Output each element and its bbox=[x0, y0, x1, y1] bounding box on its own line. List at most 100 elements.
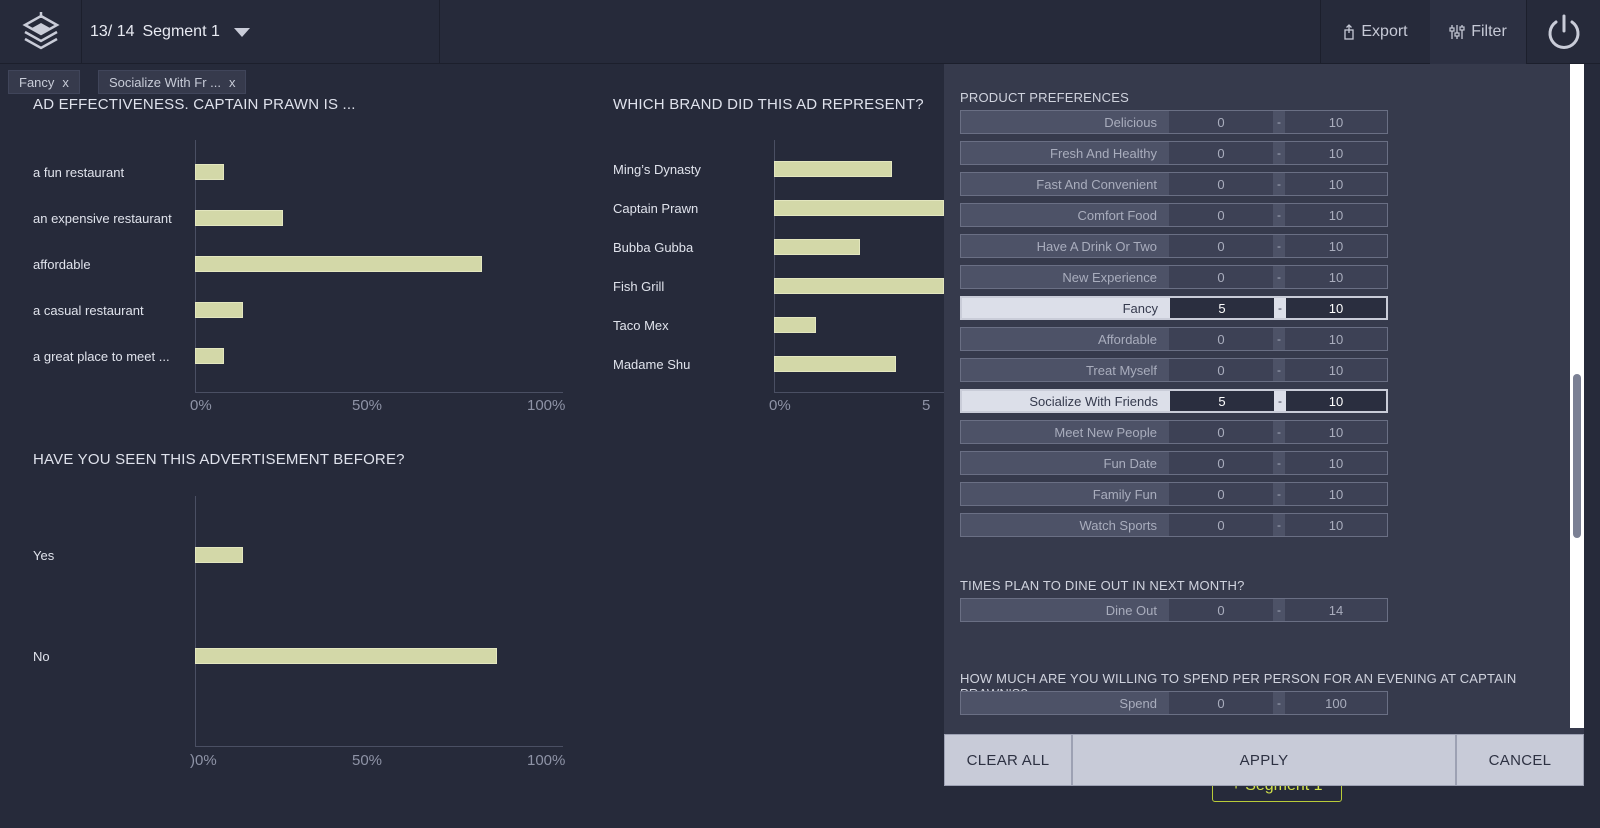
filter-max-input[interactable]: 10 bbox=[1285, 483, 1387, 505]
filter-min-input[interactable]: 0 bbox=[1169, 204, 1273, 226]
filter-row[interactable]: New Experience 0-10 bbox=[960, 265, 1388, 289]
filter-max-input[interactable]: 10 bbox=[1285, 421, 1387, 443]
segment-selector[interactable]: 13/ 14 Segment 1 bbox=[82, 0, 440, 64]
filter-max-input[interactable]: 10 bbox=[1285, 204, 1387, 226]
filter-min-input[interactable]: 5 bbox=[1170, 298, 1274, 318]
bar[interactable] bbox=[195, 648, 497, 664]
filter-row[interactable]: Have A Drink Or Two 0-10 bbox=[960, 234, 1388, 258]
filter-max-input[interactable]: 10 bbox=[1285, 111, 1387, 133]
filter-min-input[interactable]: 0 bbox=[1169, 483, 1273, 505]
bar[interactable] bbox=[774, 278, 944, 294]
chip-label: Socialize With Fr ... bbox=[109, 74, 221, 90]
app-logo[interactable] bbox=[0, 0, 82, 64]
close-icon[interactable]: x bbox=[228, 74, 236, 90]
filter-row-label: Spend bbox=[961, 692, 1169, 714]
filter-max-input[interactable]: 10 bbox=[1285, 173, 1387, 195]
filter-row-label: Delicious bbox=[961, 111, 1169, 133]
tick-label: )0% bbox=[190, 752, 217, 769]
filter-min-input[interactable]: 0 bbox=[1169, 111, 1273, 133]
clear-all-button[interactable]: CLEAR ALL bbox=[944, 734, 1072, 786]
bar[interactable] bbox=[774, 239, 861, 255]
filter-min-input[interactable]: 0 bbox=[1169, 142, 1273, 164]
filter-row-label: New Experience bbox=[961, 266, 1169, 288]
filter-min-input[interactable]: 5 bbox=[1170, 391, 1274, 411]
range-dash: - bbox=[1273, 142, 1285, 164]
filter-min-input[interactable]: 0 bbox=[1169, 514, 1273, 536]
tick-label: 0% bbox=[769, 397, 791, 414]
filter-max-input[interactable]: 10 bbox=[1285, 514, 1387, 536]
category-label: a great place to meet ... bbox=[33, 349, 170, 364]
filter-chip-fancy[interactable]: Fancy x bbox=[8, 70, 80, 94]
filter-row-label: Comfort Food bbox=[961, 204, 1169, 226]
filter-row[interactable]: Dine Out 0-14 bbox=[960, 598, 1388, 622]
filter-min-input[interactable]: 0 bbox=[1169, 235, 1273, 257]
filter-min-input[interactable]: 0 bbox=[1169, 359, 1273, 381]
cancel-button[interactable]: CANCEL bbox=[1456, 734, 1584, 786]
filter-list[interactable]: PRODUCT PREFERENCES Delicious 0-10 Fresh An… bbox=[944, 64, 1584, 730]
filter-chip-socialize[interactable]: Socialize With Fr ... x bbox=[98, 70, 247, 94]
range-dash: - bbox=[1273, 421, 1285, 443]
filter-button[interactable]: Filter bbox=[1430, 0, 1526, 64]
filter-min-input[interactable]: 0 bbox=[1169, 452, 1273, 474]
segment-name: Segment 1 bbox=[142, 23, 220, 40]
filter-max-input[interactable]: 100 bbox=[1285, 692, 1387, 714]
category-label: affordable bbox=[33, 257, 91, 272]
close-icon[interactable]: x bbox=[62, 74, 69, 90]
filter-row[interactable]: Meet New People 0-10 bbox=[960, 420, 1388, 444]
category-label: No bbox=[33, 649, 50, 664]
bar[interactable] bbox=[195, 302, 243, 318]
filter-min-input[interactable]: 0 bbox=[1169, 421, 1273, 443]
filter-min-input[interactable]: 0 bbox=[1169, 328, 1273, 350]
filter-row-label: Socialize With Friends bbox=[962, 391, 1170, 411]
filter-max-input[interactable]: 10 bbox=[1285, 235, 1387, 257]
filter-row-label: Meet New People bbox=[961, 421, 1169, 443]
filter-max-input[interactable]: 10 bbox=[1285, 142, 1387, 164]
bar[interactable] bbox=[195, 547, 243, 563]
filter-row[interactable]: Fun Date 0-10 bbox=[960, 451, 1388, 475]
bar[interactable] bbox=[774, 161, 893, 177]
bar[interactable] bbox=[195, 210, 284, 226]
filter-max-input[interactable]: 10 bbox=[1285, 266, 1387, 288]
filter-row[interactable]: Spend 0-100 bbox=[960, 691, 1388, 715]
chart-axis-x bbox=[195, 746, 563, 747]
bar[interactable] bbox=[774, 317, 816, 333]
filter-row[interactable]: Affordable 0-10 bbox=[960, 327, 1388, 351]
filter-max-input[interactable]: 10 bbox=[1286, 298, 1386, 318]
filter-row[interactable]: Fresh And Healthy 0-10 bbox=[960, 141, 1388, 165]
tick-label: 0% bbox=[190, 397, 212, 414]
range-dash: - bbox=[1273, 599, 1285, 621]
filter-max-input[interactable]: 10 bbox=[1285, 452, 1387, 474]
filter-row[interactable]: Family Fun 0-10 bbox=[960, 482, 1388, 506]
scrollbar-thumb[interactable] bbox=[1573, 374, 1581, 538]
filter-max-input[interactable]: 10 bbox=[1285, 359, 1387, 381]
power-button[interactable] bbox=[1526, 0, 1600, 64]
filter-row[interactable]: Treat Myself 0-10 bbox=[960, 358, 1388, 382]
category-label: Ming’s Dynasty bbox=[613, 162, 701, 177]
bar[interactable] bbox=[774, 200, 944, 216]
filter-max-input[interactable]: 14 bbox=[1285, 599, 1387, 621]
chart-axis-x bbox=[774, 392, 944, 393]
bar[interactable] bbox=[195, 256, 483, 272]
filter-max-input[interactable]: 10 bbox=[1286, 391, 1386, 411]
filter-section-title: PRODUCT PREFERENCES bbox=[960, 90, 1129, 105]
filter-max-input[interactable]: 10 bbox=[1285, 328, 1387, 350]
filter-row[interactable]: Comfort Food 0-10 bbox=[960, 203, 1388, 227]
filter-min-input[interactable]: 0 bbox=[1169, 266, 1273, 288]
apply-button[interactable]: APPLY bbox=[1072, 734, 1456, 786]
segment-count: 13/ 14 bbox=[90, 23, 135, 40]
filter-row[interactable]: Delicious 0-10 bbox=[960, 110, 1388, 134]
range-dash: - bbox=[1274, 391, 1286, 411]
range-dash: - bbox=[1273, 235, 1285, 257]
filter-min-input[interactable]: 0 bbox=[1169, 173, 1273, 195]
filter-row[interactable]: Socialize With Friends 5-10 bbox=[960, 389, 1388, 413]
filter-row[interactable]: Fast And Convenient 0-10 bbox=[960, 172, 1388, 196]
export-button[interactable]: Export bbox=[1320, 0, 1430, 64]
chevron-down-icon[interactable] bbox=[233, 27, 250, 37]
bar[interactable] bbox=[774, 356, 896, 372]
filter-min-input[interactable]: 0 bbox=[1169, 692, 1273, 714]
bar[interactable] bbox=[195, 164, 225, 180]
filter-row[interactable]: Fancy 5-10 bbox=[960, 296, 1388, 320]
filter-row[interactable]: Watch Sports 0-10 bbox=[960, 513, 1388, 537]
bar[interactable] bbox=[195, 348, 225, 364]
filter-min-input[interactable]: 0 bbox=[1169, 599, 1273, 621]
